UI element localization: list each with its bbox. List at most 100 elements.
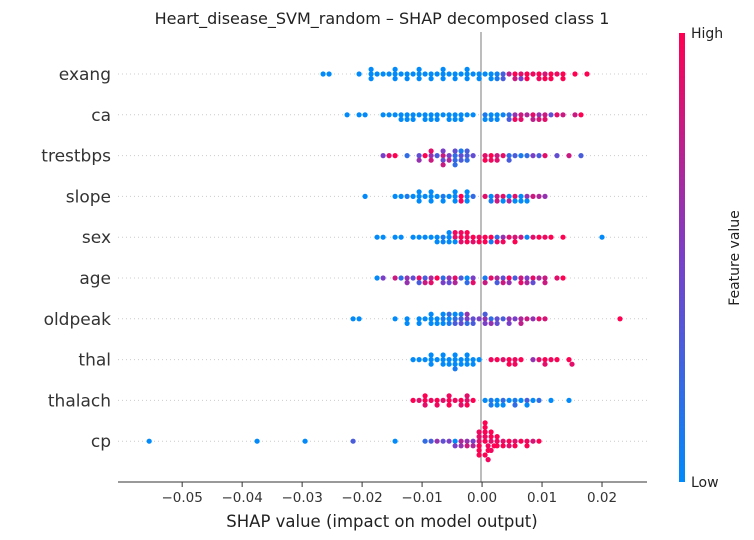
colorbar-high-label: High: [691, 26, 723, 42]
shap-point-slope: [530, 193, 536, 199]
shap-point-exang: [584, 71, 590, 77]
shap-point-slope: [464, 198, 470, 204]
shap-point-exang: [446, 71, 452, 77]
shap-point-ca: [494, 116, 500, 122]
shap-point-exang: [494, 76, 500, 82]
shap-point-age: [518, 275, 524, 281]
shap-point-thal: [440, 361, 446, 367]
shap-point-ca: [446, 116, 452, 122]
shap-point-ca: [416, 112, 422, 118]
shap-point-cp: [422, 438, 428, 444]
shap-point-slope: [416, 189, 422, 195]
shap-point-age: [518, 280, 524, 286]
shap-point-age: [446, 280, 452, 286]
shap-point-thal: [512, 361, 518, 367]
shap-point-sex: [524, 234, 530, 240]
shap-point-cp: [302, 438, 308, 444]
shap-point-ca: [500, 112, 506, 118]
x-axis-label: SHAP value (impact on model output): [226, 512, 537, 531]
shap-point-ca: [512, 116, 518, 122]
shap-point-age: [440, 275, 446, 281]
shap-point-ca: [398, 112, 404, 118]
shap-point-oldpeak: [392, 316, 398, 322]
shap-point-slope: [362, 193, 368, 199]
shap-point-oldpeak: [440, 320, 446, 326]
shap-point-exang: [464, 76, 470, 82]
shap-point-exang: [440, 76, 446, 82]
shap-point-sex: [452, 239, 458, 245]
shap-point-trestbps: [554, 153, 560, 159]
shap-point-oldpeak: [488, 320, 494, 326]
shap-point-ca: [548, 112, 554, 118]
shap-point-sex: [500, 234, 506, 240]
shap-point-cp: [488, 447, 494, 453]
shap-point-exang: [392, 71, 398, 77]
shap-point-cp: [470, 438, 476, 444]
shap-point-ca: [404, 116, 410, 122]
shap-point-oldpeak: [422, 316, 428, 322]
shap-point-cp: [464, 443, 470, 449]
shap-point-ca: [518, 116, 524, 122]
shap-point-thalach: [500, 402, 506, 408]
shap-point-slope: [488, 198, 494, 204]
shap-point-sex: [434, 234, 440, 240]
shap-point-thalach: [488, 397, 494, 403]
shap-point-sex: [398, 234, 404, 240]
shap-point-sex: [518, 234, 524, 240]
shap-point-slope: [416, 198, 422, 204]
shap-point-cp: [485, 443, 491, 449]
shap-point-thal: [542, 361, 548, 367]
shap-point-slope: [470, 193, 476, 199]
shap-point-age: [404, 280, 410, 286]
shap-point-exang: [524, 76, 530, 82]
shap-point-thal: [488, 357, 494, 363]
shap-point-exang: [500, 76, 506, 82]
shap-point-oldpeak: [440, 316, 446, 322]
shap-point-oldpeak: [470, 316, 476, 322]
shap-point-age: [530, 280, 536, 286]
shap-point-sex: [440, 239, 446, 245]
feature-rows: exang ca trestbps slope sex age oldpeak thal tha…: [41, 65, 111, 452]
shap-point-cp: [452, 443, 458, 449]
shap-point-age: [428, 280, 434, 286]
shap-point-trestbps: [482, 153, 488, 159]
feature-label-ca: ca: [91, 106, 111, 126]
shap-point-exang: [518, 76, 524, 82]
shap-point-cp: [392, 438, 398, 444]
shap-point-cp: [482, 429, 488, 435]
shap-point-thalach: [524, 397, 530, 403]
shap-point-trestbps: [452, 162, 458, 168]
shap-point-sex: [506, 234, 512, 240]
colorbar: [679, 33, 685, 482]
shap-point-exang: [428, 76, 434, 82]
shap-point-ca: [506, 112, 512, 118]
shap-point-exang: [422, 71, 428, 77]
shap-point-age: [494, 275, 500, 281]
shap-point-trestbps: [446, 153, 452, 159]
shap-point-age: [416, 280, 422, 286]
shap-point-ca: [482, 116, 488, 122]
shap-point-oldpeak: [428, 316, 434, 322]
shap-point-thal: [470, 357, 476, 363]
shap-point-cp: [500, 438, 506, 444]
shap-point-thalach: [422, 397, 428, 403]
shap-point-sex: [464, 239, 470, 245]
shap-point-sex: [476, 234, 482, 240]
shap-point-oldpeak: [494, 316, 500, 322]
shap-point-ca: [518, 112, 524, 118]
shap-point-thalach: [422, 393, 428, 399]
feature-label-thal: thal: [78, 351, 111, 371]
shap-point-cp: [350, 438, 356, 444]
shap-point-trestbps: [482, 157, 488, 163]
shap-point-oldpeak: [482, 316, 488, 322]
shap-point-exang: [434, 71, 440, 77]
shap-point-age: [380, 275, 386, 281]
shap-point-exang: [452, 76, 458, 82]
shap-point-slope: [494, 193, 500, 199]
shap-point-sex: [548, 234, 554, 240]
shap-point-slope: [506, 193, 512, 199]
shap-point-exang: [380, 71, 386, 77]
shap-point-ca: [572, 112, 578, 118]
shap-point-trestbps: [470, 153, 476, 159]
shap-point-trestbps: [434, 153, 440, 159]
